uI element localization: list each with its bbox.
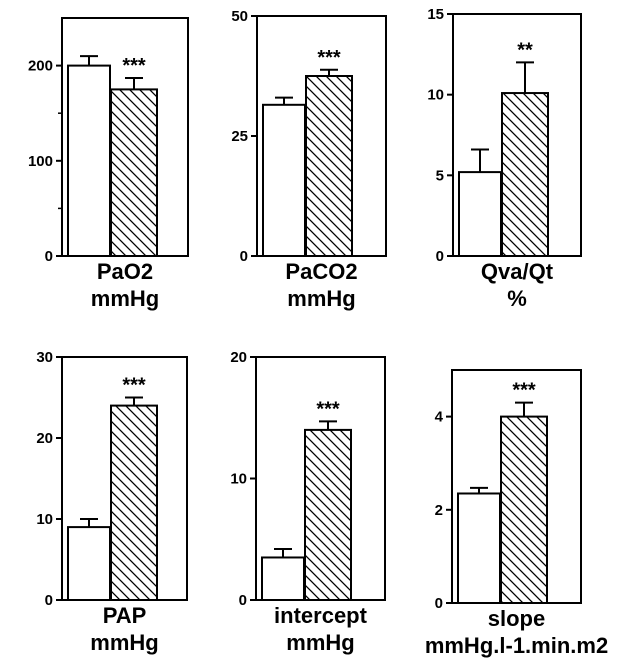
x-axis-unit: mmHg.l-1.min.m2 <box>425 633 608 658</box>
bar-treated <box>305 75 353 257</box>
y-tick-label: 200 <box>28 58 53 75</box>
y-tick-label: 50 <box>231 8 248 25</box>
y-tick-label: 20 <box>230 349 247 366</box>
y-tick-label: 0 <box>240 248 248 265</box>
y-tick-label: 10 <box>36 511 53 528</box>
y-tick-label: 15 <box>427 6 444 23</box>
x-axis-label: PaO2 <box>97 259 153 284</box>
significance-marker: ** <box>517 39 533 61</box>
bar-treated <box>500 415 548 604</box>
significance-marker: *** <box>512 380 536 402</box>
y-tick-label: 0 <box>45 248 53 265</box>
bar-control <box>67 64 111 257</box>
significance-marker: *** <box>122 375 146 397</box>
bar-control <box>458 171 502 258</box>
bar-control <box>457 492 501 604</box>
y-tick-label: 10 <box>230 471 247 488</box>
bar-control <box>67 526 111 601</box>
y-tick-label: 10 <box>427 87 444 104</box>
y-tick-label: 0 <box>436 248 444 265</box>
x-axis-label: intercept <box>274 603 368 628</box>
significance-marker: *** <box>122 55 146 77</box>
bar-control <box>261 556 305 601</box>
bar-treated <box>304 428 352 601</box>
x-axis-unit: mmHg <box>287 286 355 311</box>
bar-treated <box>110 88 158 258</box>
y-tick-label: 100 <box>28 153 53 170</box>
y-tick-label: 0 <box>239 592 247 609</box>
bar-treated <box>110 404 158 601</box>
y-tick-label: 25 <box>231 128 248 145</box>
x-axis-unit: mmHg <box>91 286 159 311</box>
chart-panel-3: 0 5 10 15 ** Qva/Qt% <box>427 6 582 311</box>
y-tick-label: 2 <box>435 502 443 519</box>
y-tick-label: 5 <box>436 167 444 184</box>
x-axis-unit: % <box>507 286 527 311</box>
y-tick-label: 4 <box>435 409 444 426</box>
y-tick-label: 0 <box>435 595 443 612</box>
y-tick-label: 20 <box>36 430 53 447</box>
significance-marker: *** <box>317 47 341 69</box>
x-axis-unit: mmHg <box>286 630 354 655</box>
x-axis-label: Qva/Qt <box>481 259 554 284</box>
x-axis-label: PAP <box>103 603 147 628</box>
x-axis-unit: mmHg <box>90 630 158 655</box>
significance-marker: *** <box>316 398 340 420</box>
x-axis-label: PaCO2 <box>285 259 357 284</box>
bar-control <box>262 103 306 257</box>
x-axis-label: slope <box>488 606 545 631</box>
bar-treated <box>501 92 549 258</box>
y-tick-label: 30 <box>36 349 53 366</box>
y-tick-label: 0 <box>45 592 53 609</box>
